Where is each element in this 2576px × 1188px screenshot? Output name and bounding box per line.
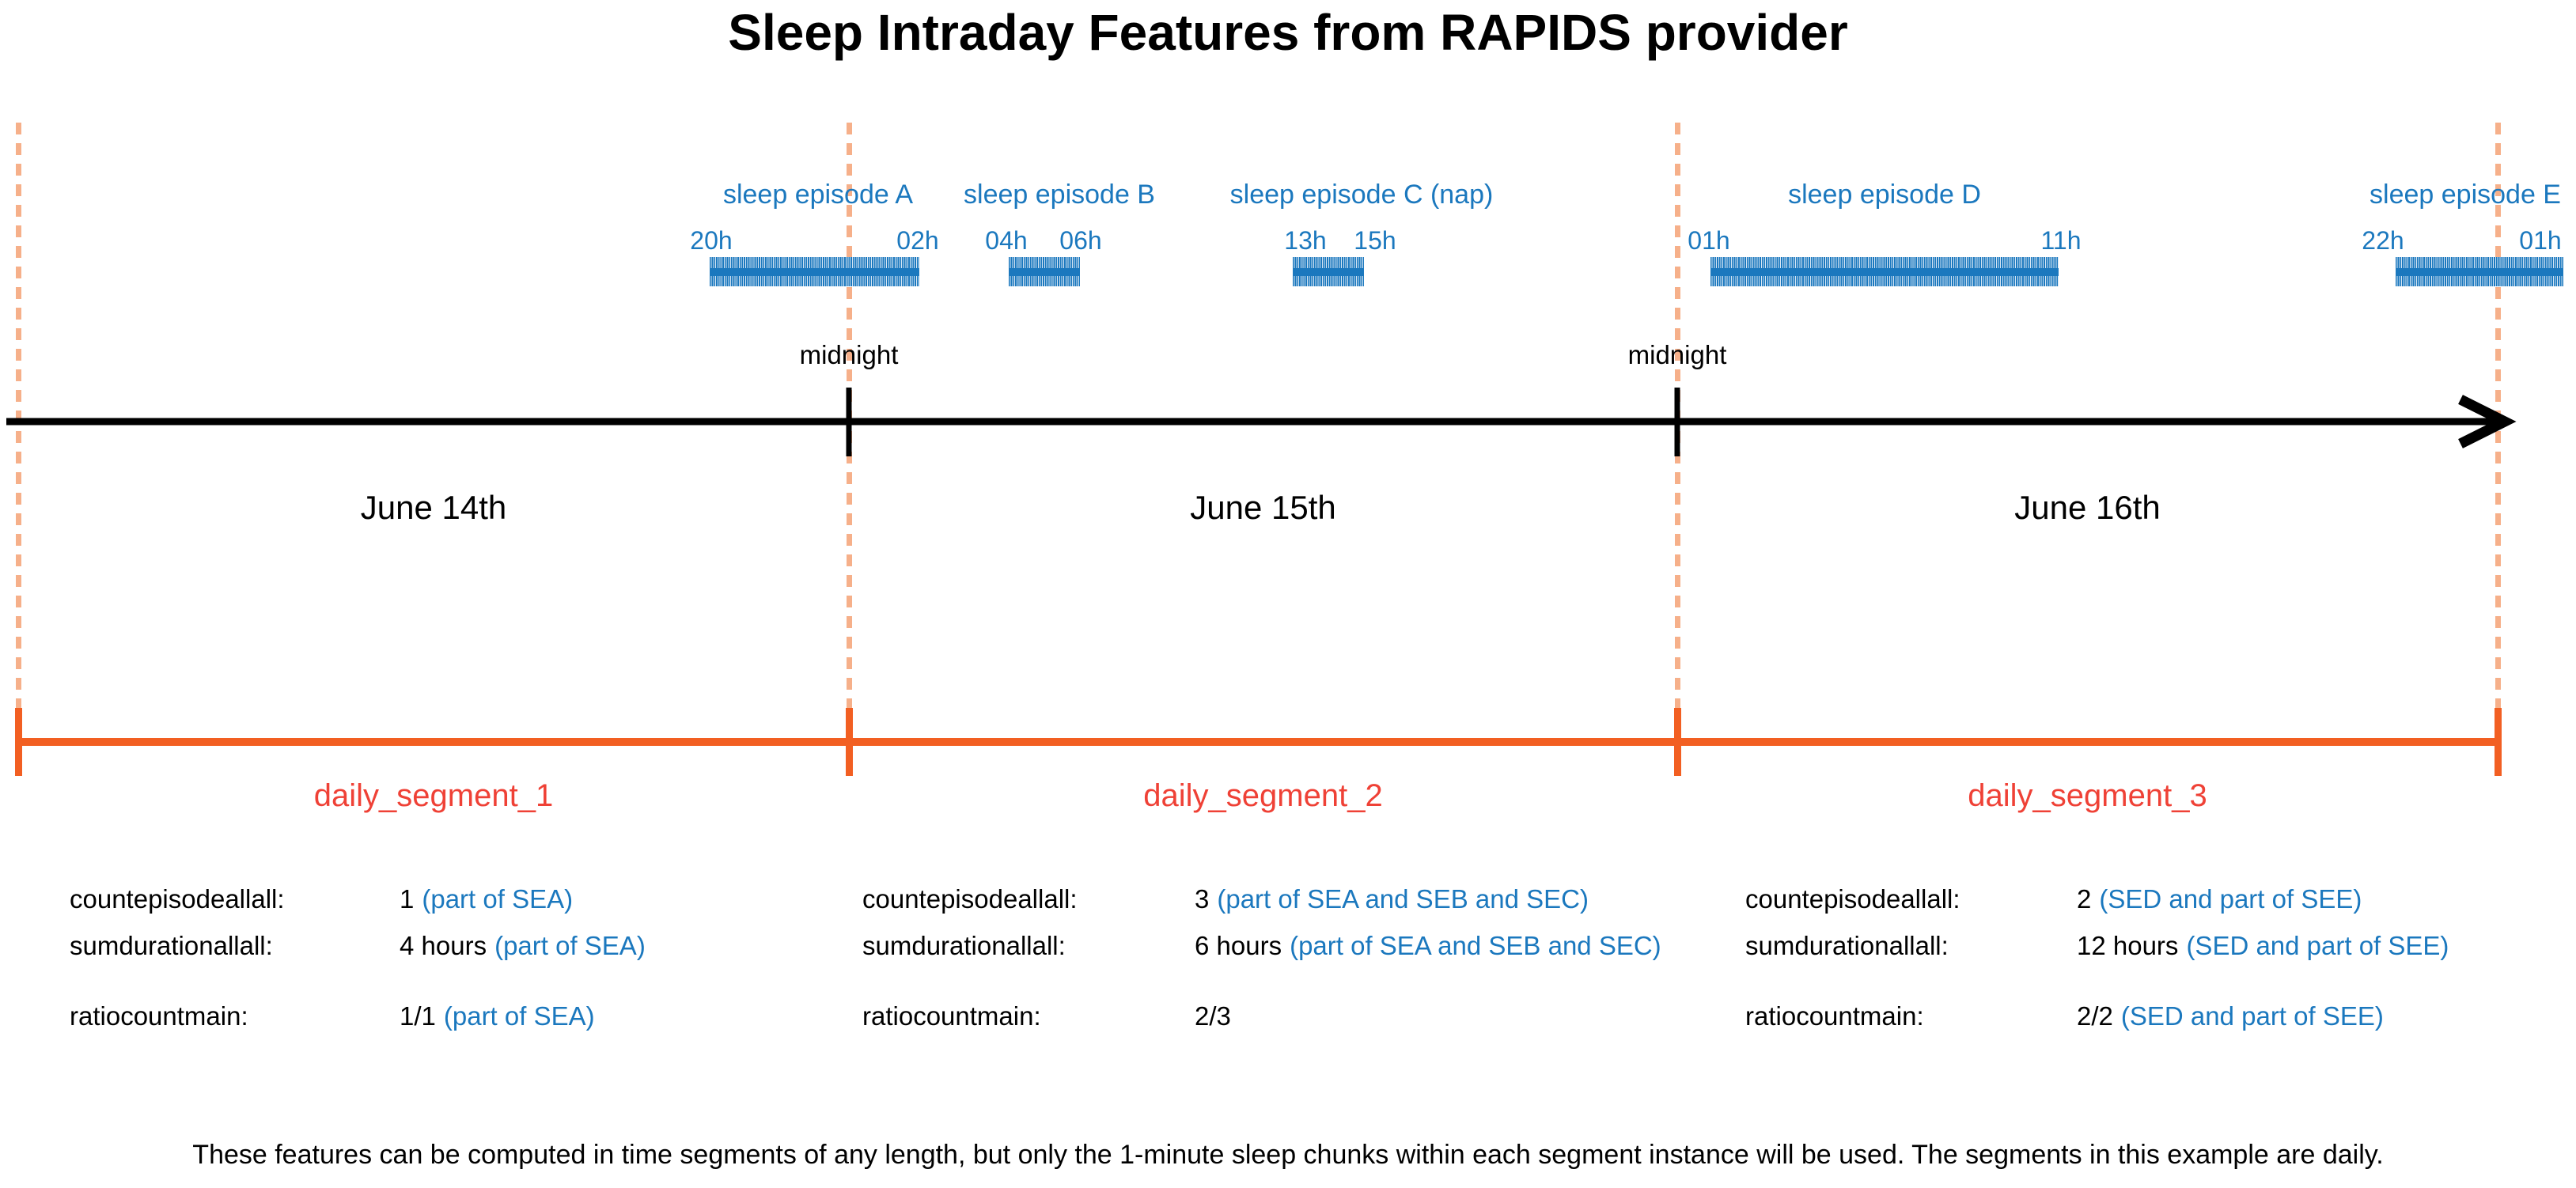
segment-bracket-tick-3 [1673,708,1681,776]
sleep-episode-a-start-time: 20h [690,226,733,255]
sleep-episode-e-end-time: 01h [2519,226,2562,255]
feature-note: (part of SEA and SEB and SEC) [1217,884,1589,914]
sleep-episode-b-start-time: 04h [985,226,1028,255]
sleep-episode-c-label: sleep episode C (nap) [1229,180,1494,210]
feature-note: (SED and part of SEE) [2099,884,2362,914]
feature-value: 1 (part of SEA) [400,884,574,914]
feature-value: 3 (part of SEA and SEB and SEC) [1195,884,1589,914]
segment-3-name: daily_segment_3 [1968,778,2207,813]
day-label-june-15: June 15th [1190,489,1336,526]
feature-value: 12 hours (SED and part of SEE) [2077,931,2449,960]
feature-label: countepisodeallall: [70,884,285,914]
sleep-episode-a-label: sleep episode A [722,180,914,210]
sleep-episode-c-start-time: 13h [1284,226,1327,255]
feature-label: ratiocountmain: [70,1001,248,1031]
feature-label: countepisodeallall: [1745,884,1960,914]
arrowhead-icon [2458,395,2517,448]
feature-value: 2/2 (SED and part of SEE) [2077,1001,2384,1031]
feature-label: ratiocountmain: [1745,1001,1924,1031]
sleep-episode-d-end-time: 11h [2040,226,2082,255]
midnight-tick-2 [1674,388,1680,456]
sleep-episode-c-bar [1293,257,1364,286]
feature-note: (SED and part of SEE) [2120,1001,2384,1031]
feature-label: sumdurationallall: [1745,931,1949,960]
segment-bracket-tick-4 [2494,708,2502,776]
sleep-episode-a-end-time: 02h [896,226,939,255]
feature-value: 1/1 (part of SEA) [400,1001,595,1031]
sleep-episode-d-bar [1710,257,2059,286]
segment-1-name: daily_segment_1 [313,778,554,813]
feature-value: 2/3 [1195,1001,1231,1031]
feature-label: sumdurationallall: [70,931,273,960]
feature-label: ratiocountmain: [862,1001,1041,1031]
sleep-episode-b-label: sleep episode B [964,180,1155,210]
feature-note: (part of SEA) [494,931,646,960]
page-title: Sleep Intraday Features from RAPIDS prov… [728,4,1848,61]
sleep-episode-e-label: sleep episode E [2370,180,2561,210]
sleep-episode-d-start-time: 01h [1688,226,1730,255]
segment-bracket-tick-2 [845,708,853,776]
feature-value: 2 (SED and part of SEE) [2077,884,2362,914]
sleep-episode-a-bar [710,257,919,286]
feature-label: countepisodeallall: [862,884,1078,914]
sleep-episode-e-start-time: 22h [2362,226,2404,255]
feature-note: (part of SEA and SEB and SEC) [1290,931,1661,960]
sleep-episode-e-bar [2396,257,2563,286]
day-boundary-line-1 [15,123,21,709]
midnight-label-2: midnight [1627,340,1727,369]
sleep-episode-c-end-time: 15h [1354,226,1396,255]
segment-bracket-tick-1 [14,708,22,776]
midnight-tick-1 [846,388,852,456]
feature-note: (SED and part of SEE) [2186,931,2449,960]
sleep-episode-d-label: sleep episode D [1788,180,1981,210]
feature-label: sumdurationallall: [862,931,1066,960]
midnight-label-1: midnight [799,340,899,369]
feature-note: (part of SEA) [422,884,574,914]
footnote-text: These features can be computed in time s… [192,1140,2384,1170]
feature-note: (part of SEA) [443,1001,595,1031]
day-label-june-14: June 14th [360,489,507,526]
timeline-arrow [6,388,2517,456]
day-label-june-16: June 16th [2014,489,2161,526]
segment-2-name: daily_segment_2 [1143,778,1383,813]
feature-value: 4 hours (part of SEA) [400,931,646,960]
sleep-episode-b-bar [1009,257,1080,286]
sleep-episode-b-end-time: 06h [1059,226,1102,255]
segment-bracket-line [18,738,2498,746]
feature-value: 6 hours (part of SEA and SEB and SEC) [1195,931,1661,960]
